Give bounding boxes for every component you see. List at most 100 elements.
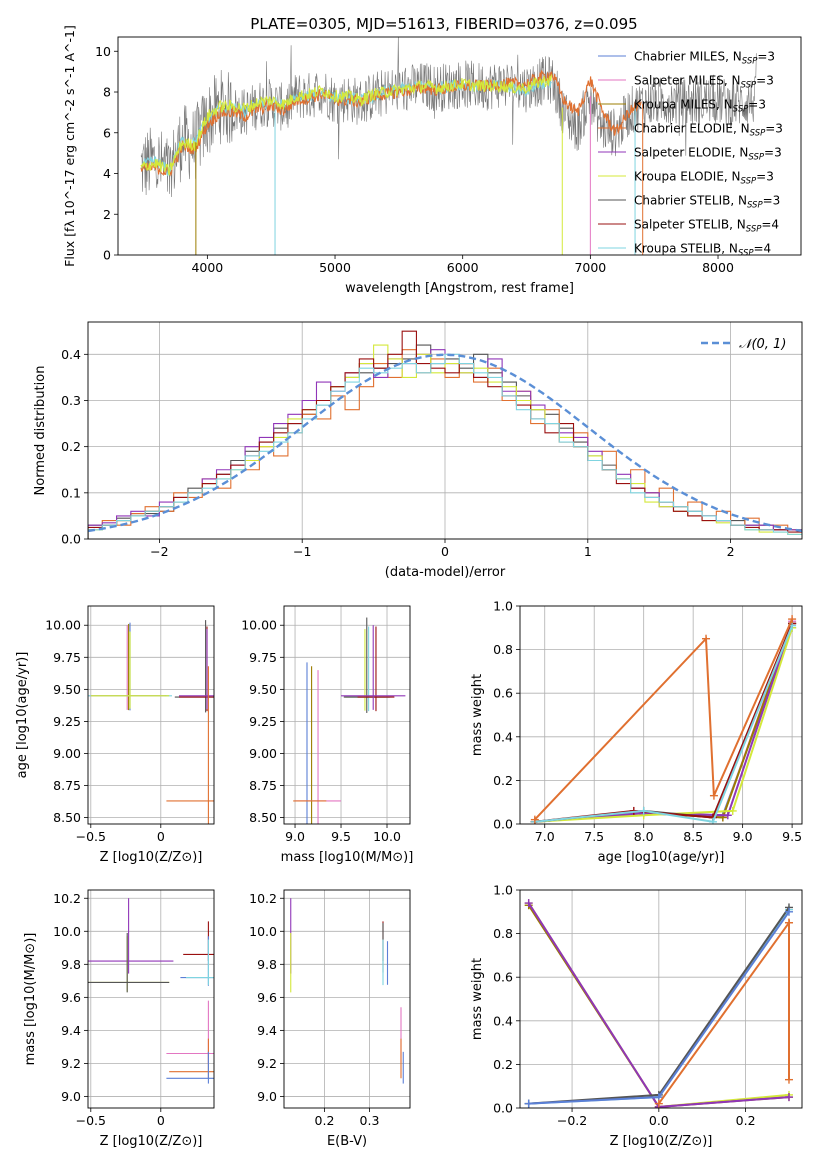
observed-spectrum <box>140 37 757 198</box>
legend-label: 𝒩(0, 1) <box>739 337 786 352</box>
x-tick-label: 9.0 <box>285 829 305 844</box>
x-tick-label: 4000 <box>191 260 223 275</box>
x-tick-label: 0 <box>157 1113 165 1128</box>
mass-weight-marker <box>639 806 648 815</box>
x-tick-label: 0.2 <box>315 1113 335 1128</box>
mass_weight_vs_z-plot <box>524 899 793 1108</box>
mass-weight-line <box>534 625 794 823</box>
errorbar-point <box>88 898 174 974</box>
x-tick-label: −0.2 <box>557 1113 587 1128</box>
legend-label: Chabrier ELODIE, NSSP=3 <box>634 122 783 139</box>
errorbar-point <box>89 625 165 710</box>
x-tick-label: 8.0 <box>634 829 654 844</box>
y-axis-label: Normed distribution <box>33 366 48 496</box>
mass-weight-marker <box>723 811 732 820</box>
y-tick-label: 10.0 <box>53 924 81 939</box>
errorbar-point <box>90 623 167 711</box>
y-tick-label: 9.8 <box>257 957 277 972</box>
y-tick-label: 9.00 <box>249 746 277 761</box>
x-tick-label: 0 <box>441 544 449 559</box>
mass-weight-marker <box>654 1099 663 1108</box>
mass-weight-marker <box>784 1075 793 1084</box>
normal-reference-curve <box>88 353 802 533</box>
y-tick-label: 8.50 <box>53 810 81 825</box>
x-tick-label: 0.2 <box>736 1113 756 1128</box>
age_vs_mass-plot <box>293 617 406 824</box>
y-tick-label: 0.6 <box>493 686 513 701</box>
mass_weight_vs_z-frame <box>519 889 803 1109</box>
y-tick-label: 9.25 <box>249 714 277 729</box>
errorbar-point <box>174 620 214 713</box>
x-tick-label: −2 <box>150 544 168 559</box>
mass_vs_z-axes: −0.5 0 9.0 9.2 9.4 9.6 9.8 10.0 10.2 Z [log10(Z/Z… <box>23 890 214 1149</box>
y-tick-label: 9.4 <box>257 1023 277 1038</box>
residual-histogram <box>88 353 802 539</box>
y-tick-label: 9.2 <box>61 1056 81 1071</box>
errorbar-point <box>295 670 342 824</box>
mass_vs_ebv-axes: 0.2 0.3 9.0 9.2 9.4 9.6 9.8 10.0 10.2 E(B-V) <box>249 890 410 1149</box>
x-axis-label: wavelength [Angstrom, rest frame] <box>345 281 574 296</box>
x-tick-label: 9.5 <box>782 829 802 844</box>
errorbar-point <box>90 631 170 709</box>
x-tick-label: 0.0 <box>649 1113 669 1128</box>
y-tick-label: 10.0 <box>249 924 277 939</box>
y-tick-label: 10.00 <box>45 618 81 633</box>
x-tick-label: 5000 <box>319 260 351 275</box>
mass-weight-marker <box>784 907 793 916</box>
legend-label: Kroupa MILES, NSSP=3 <box>634 98 766 115</box>
y-tick-label: 10.2 <box>249 891 277 906</box>
x-tick-label: 0.3 <box>360 1113 380 1128</box>
age_vs_mass-frame <box>283 605 411 825</box>
mass_vs_z-plot <box>88 898 214 1084</box>
mass-weight-line <box>657 919 790 1105</box>
mass-weight-line <box>534 627 794 823</box>
y-tick-label: 2 <box>103 207 111 222</box>
errorbar-point <box>345 626 392 712</box>
spectrum-legend: Chabrier MILES, NSSP=3 Salpeter MILES, NS… <box>598 50 783 259</box>
y-tick-label: 0.6 <box>493 970 513 985</box>
legend-label: Salpeter STELIB, NSSP=4 <box>634 218 779 235</box>
legend-label: Chabrier MILES, NSSP=3 <box>634 50 775 67</box>
y-tick-label: 10 <box>95 44 111 59</box>
y-tick-label: 0.1 <box>61 485 81 500</box>
y-tick-label: 0.0 <box>493 1101 513 1116</box>
y-tick-label: 8.75 <box>53 778 81 793</box>
y-axis-label: mass weight <box>470 674 485 756</box>
mass-weight-marker <box>530 815 539 824</box>
x-tick-label: 7000 <box>574 260 606 275</box>
y-tick-label: 4 <box>103 166 111 181</box>
y-tick-label: 9.00 <box>53 746 81 761</box>
y-tick-label: 10.00 <box>241 618 277 633</box>
x-tick-label: 9.0 <box>733 829 753 844</box>
x-tick-label: 9.5 <box>331 829 351 844</box>
x-tick-label: 7.5 <box>584 829 604 844</box>
y-tick-label: 0.3 <box>61 393 81 408</box>
mass-weight-marker <box>524 1099 533 1108</box>
residuals-axes: −2 −1 0 1 2 0.0 0.1 0.2 0.3 0.4 (data-model)/error… <box>33 322 802 580</box>
mass_vs_z-frame <box>87 889 215 1109</box>
mass-weight-line <box>534 618 794 821</box>
figure-title: PLATE=0305, MJD=51613, FIBERID=0376, z=0… <box>250 15 637 33</box>
residuals-plot <box>88 330 802 539</box>
y-tick-label: 0.8 <box>493 642 513 657</box>
y-tick-label: 10.2 <box>53 891 81 906</box>
x-tick-label: 8000 <box>702 260 734 275</box>
y-tick-label: 9.6 <box>61 990 81 1005</box>
mass_weight_vs_age-plot <box>530 615 797 824</box>
errorbar-point <box>186 939 214 986</box>
y-tick-label: 8.50 <box>249 810 277 825</box>
x-axis-label: (data-model)/error <box>385 565 506 580</box>
x-tick-label: −1 <box>293 544 311 559</box>
x-tick-label: 7.0 <box>535 829 555 844</box>
x-axis-label: Z [log10(Z/Z⊙)] <box>610 1134 713 1149</box>
model-spectrum <box>140 69 642 177</box>
y-axis-label: Flux [fλ 10^-17 erg cm^-2 s^-1 A^-1] <box>62 25 77 267</box>
y-tick-label: 9.2 <box>257 1056 277 1071</box>
y-tick-label: 8 <box>103 85 111 100</box>
errorbar-point <box>166 1051 214 1084</box>
mass_weight_vs_age-frame <box>519 605 803 825</box>
errorbar-point <box>357 626 395 712</box>
x-axis-label: Z [log10(Z/Z⊙)] <box>100 850 203 865</box>
errorbar-point <box>344 629 386 711</box>
y-tick-label: 9.6 <box>257 990 277 1005</box>
